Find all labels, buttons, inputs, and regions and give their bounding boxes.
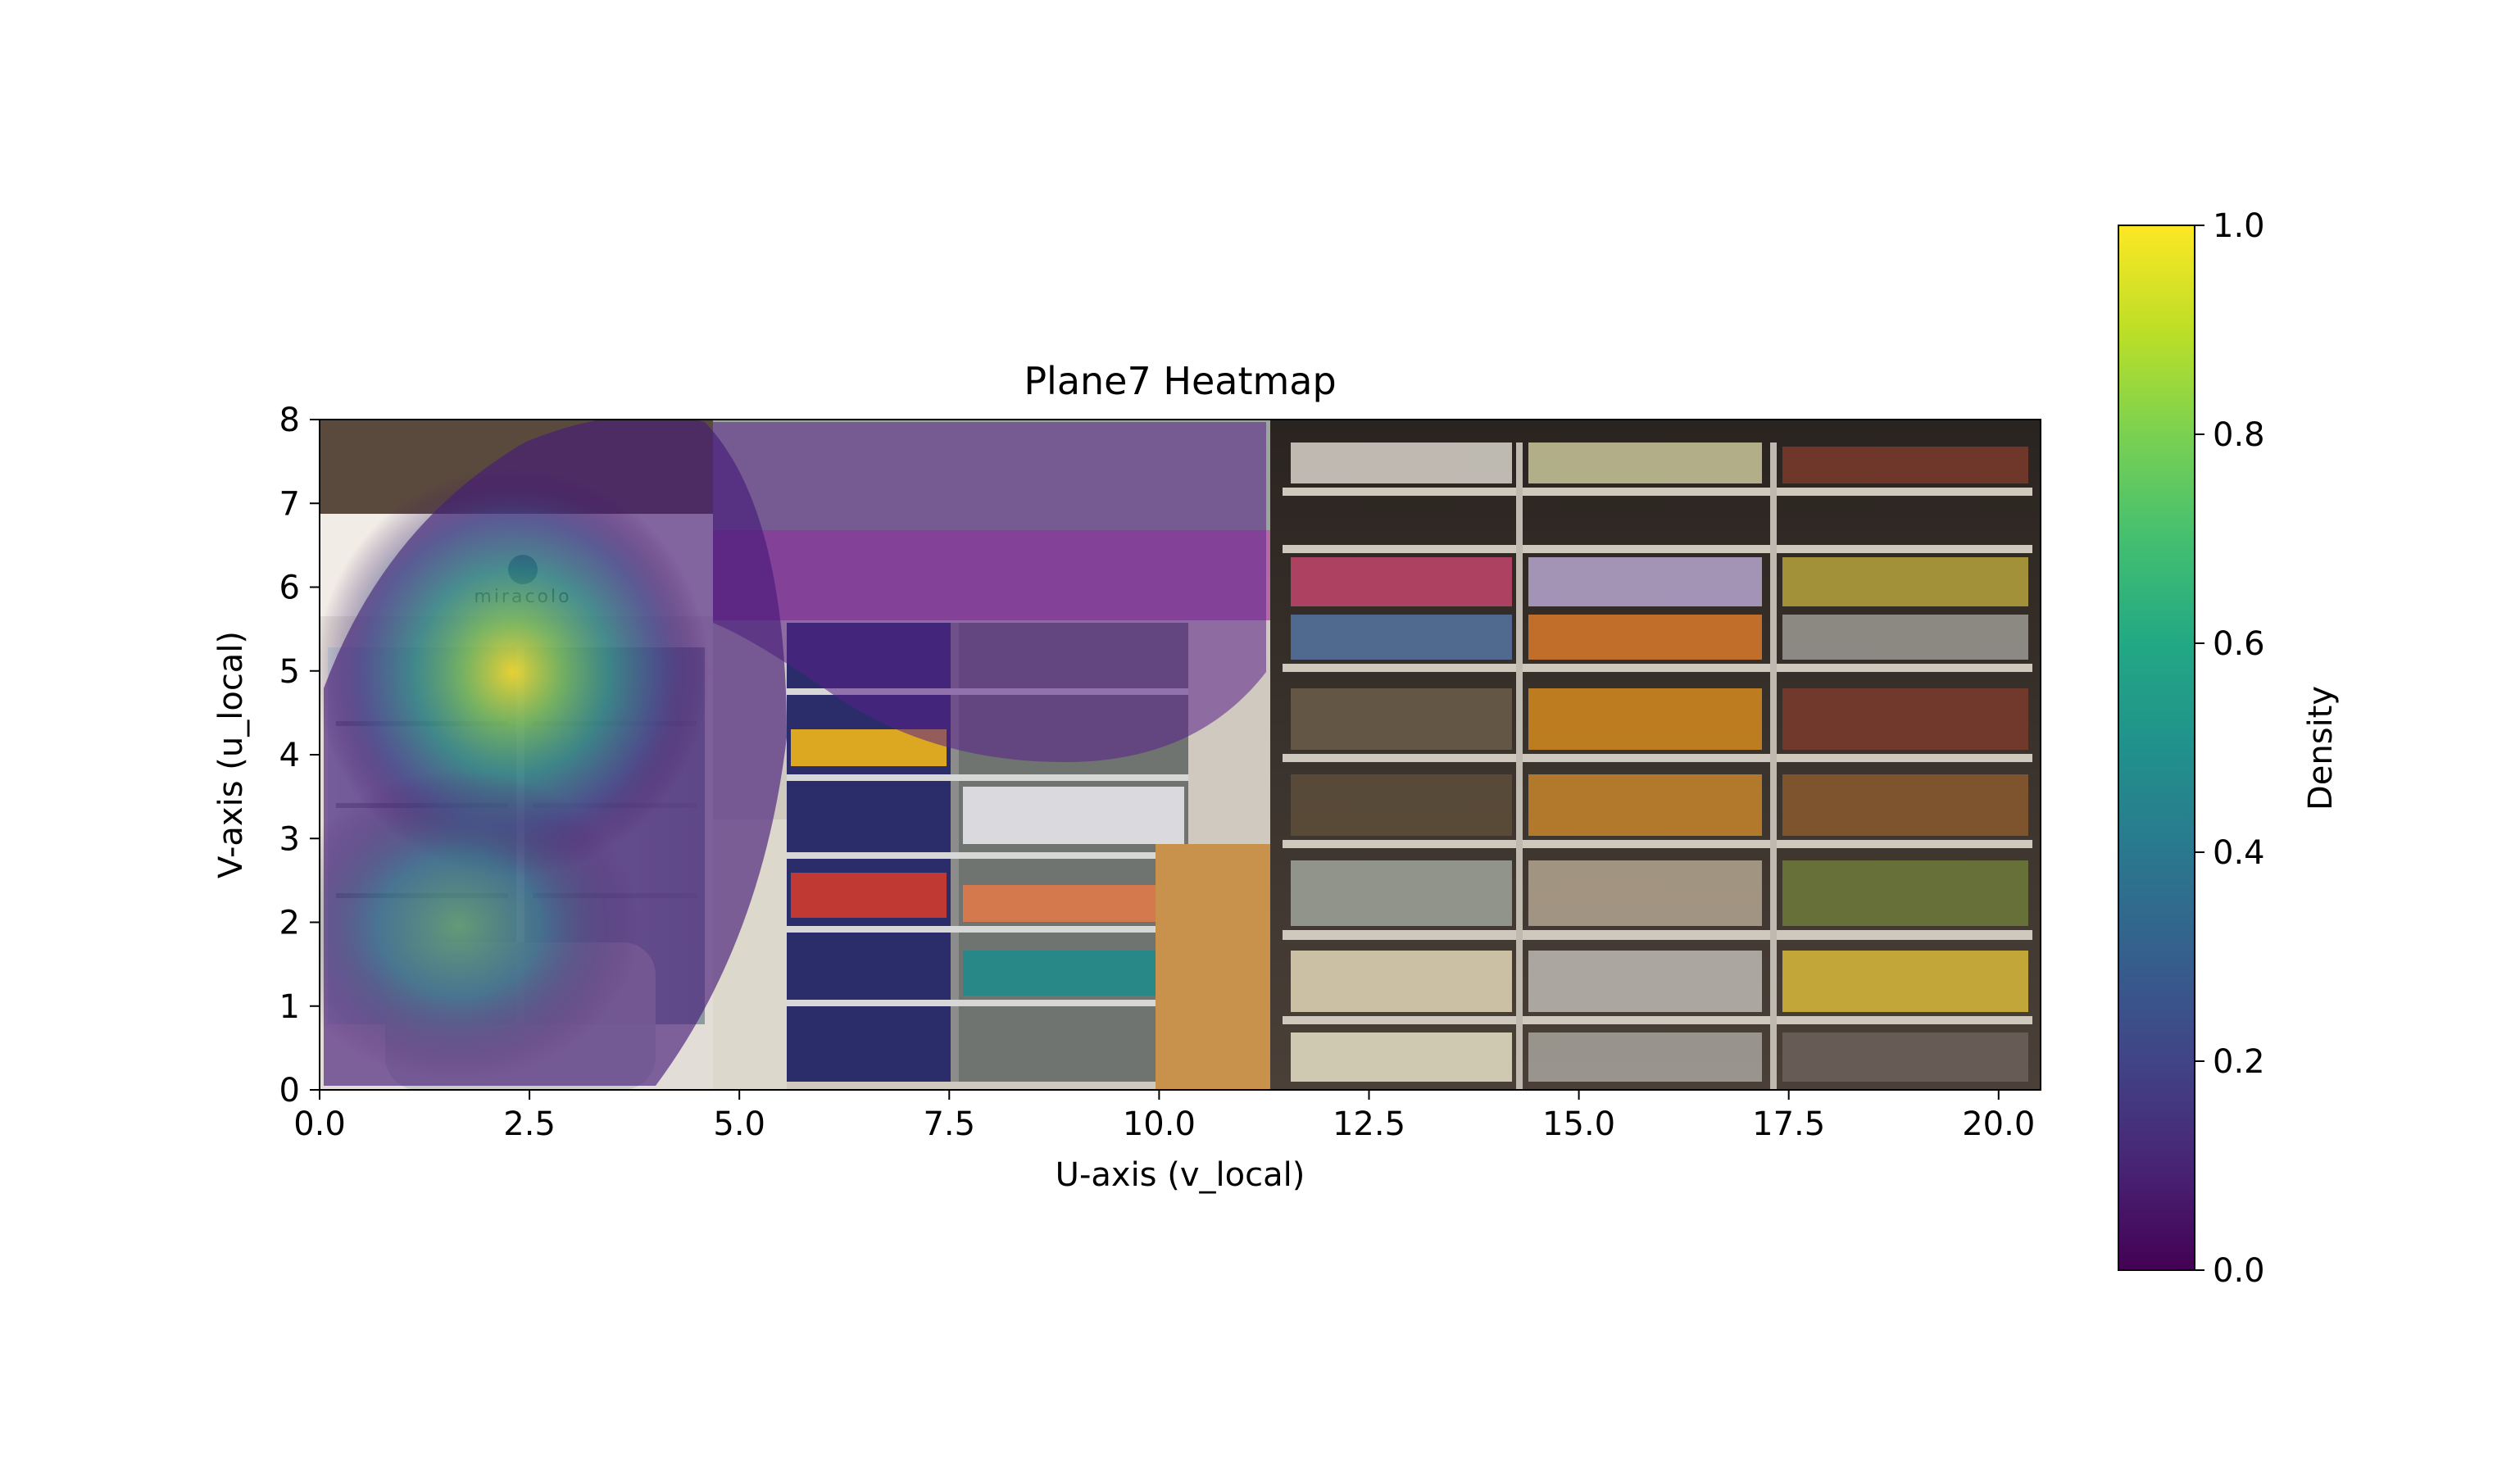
colorbar-label: Density (2302, 686, 2340, 810)
chart-title: Plane7 Heatmap (1024, 359, 1336, 403)
x-tick-label: 20.0 (1962, 1105, 2035, 1143)
density-overlay (320, 420, 1266, 1086)
x-tick-label: 7.5 (923, 1105, 975, 1143)
density-peak-main (320, 467, 709, 877)
y-tick-label: 5 (279, 653, 300, 691)
y-tick-label: 2 (279, 905, 300, 942)
colorbar-tick-label: 0.8 (2213, 416, 2265, 454)
x-tick-label: 2.5 (503, 1105, 556, 1143)
x-tick-label: 5.0 (713, 1105, 765, 1143)
y-tick-label: 4 (279, 737, 300, 774)
x-axis-label: U-axis (v_local) (1056, 1156, 1305, 1194)
y-tick-label: 7 (279, 485, 300, 523)
background-photo-grocery-shelves (1270, 420, 2041, 1090)
y-tick-label: 3 (279, 820, 300, 858)
colorbar-tick-label: 0.6 (2213, 625, 2265, 663)
y-axis-label: V-axis (u_local) (212, 631, 250, 878)
plot-area: miracolo (320, 420, 2041, 1090)
y-tick-label: 8 (279, 402, 300, 439)
x-tick-label: 15.0 (1542, 1105, 1615, 1143)
x-tick-label: 12.5 (1333, 1105, 1405, 1143)
colorbar-tick-label: 1.0 (2213, 207, 2265, 245)
x-tick-label: 17.5 (1752, 1105, 1825, 1143)
colorbar: 0.0 0.2 0.4 0.6 0.8 1.0 Density (2118, 207, 2340, 1290)
colorbar-tick-label: 0.4 (2213, 834, 2265, 872)
y-tick-label: 0 (279, 1072, 300, 1110)
colorbar-gradient (2118, 225, 2195, 1271)
colorbar-axis: 0.0 0.2 0.4 0.6 0.8 1.0 (2195, 207, 2265, 1290)
density-region-upper (713, 422, 1266, 762)
y-axis: 0 1 2 3 4 5 6 7 8 (279, 402, 320, 1110)
colorbar-tick-label: 0.2 (2213, 1043, 2265, 1081)
y-tick-label: 1 (279, 988, 300, 1026)
x-axis: 0.0 2.5 5.0 7.5 10.0 12.5 15.0 17.5 20.0 (293, 1090, 2035, 1143)
y-tick-label: 6 (279, 570, 300, 607)
x-tick-label: 10.0 (1123, 1105, 1196, 1143)
colorbar-tick-label: 0.0 (2213, 1252, 2265, 1290)
x-tick-label: 0.0 (293, 1105, 346, 1143)
density-peak-lower (320, 770, 639, 1082)
